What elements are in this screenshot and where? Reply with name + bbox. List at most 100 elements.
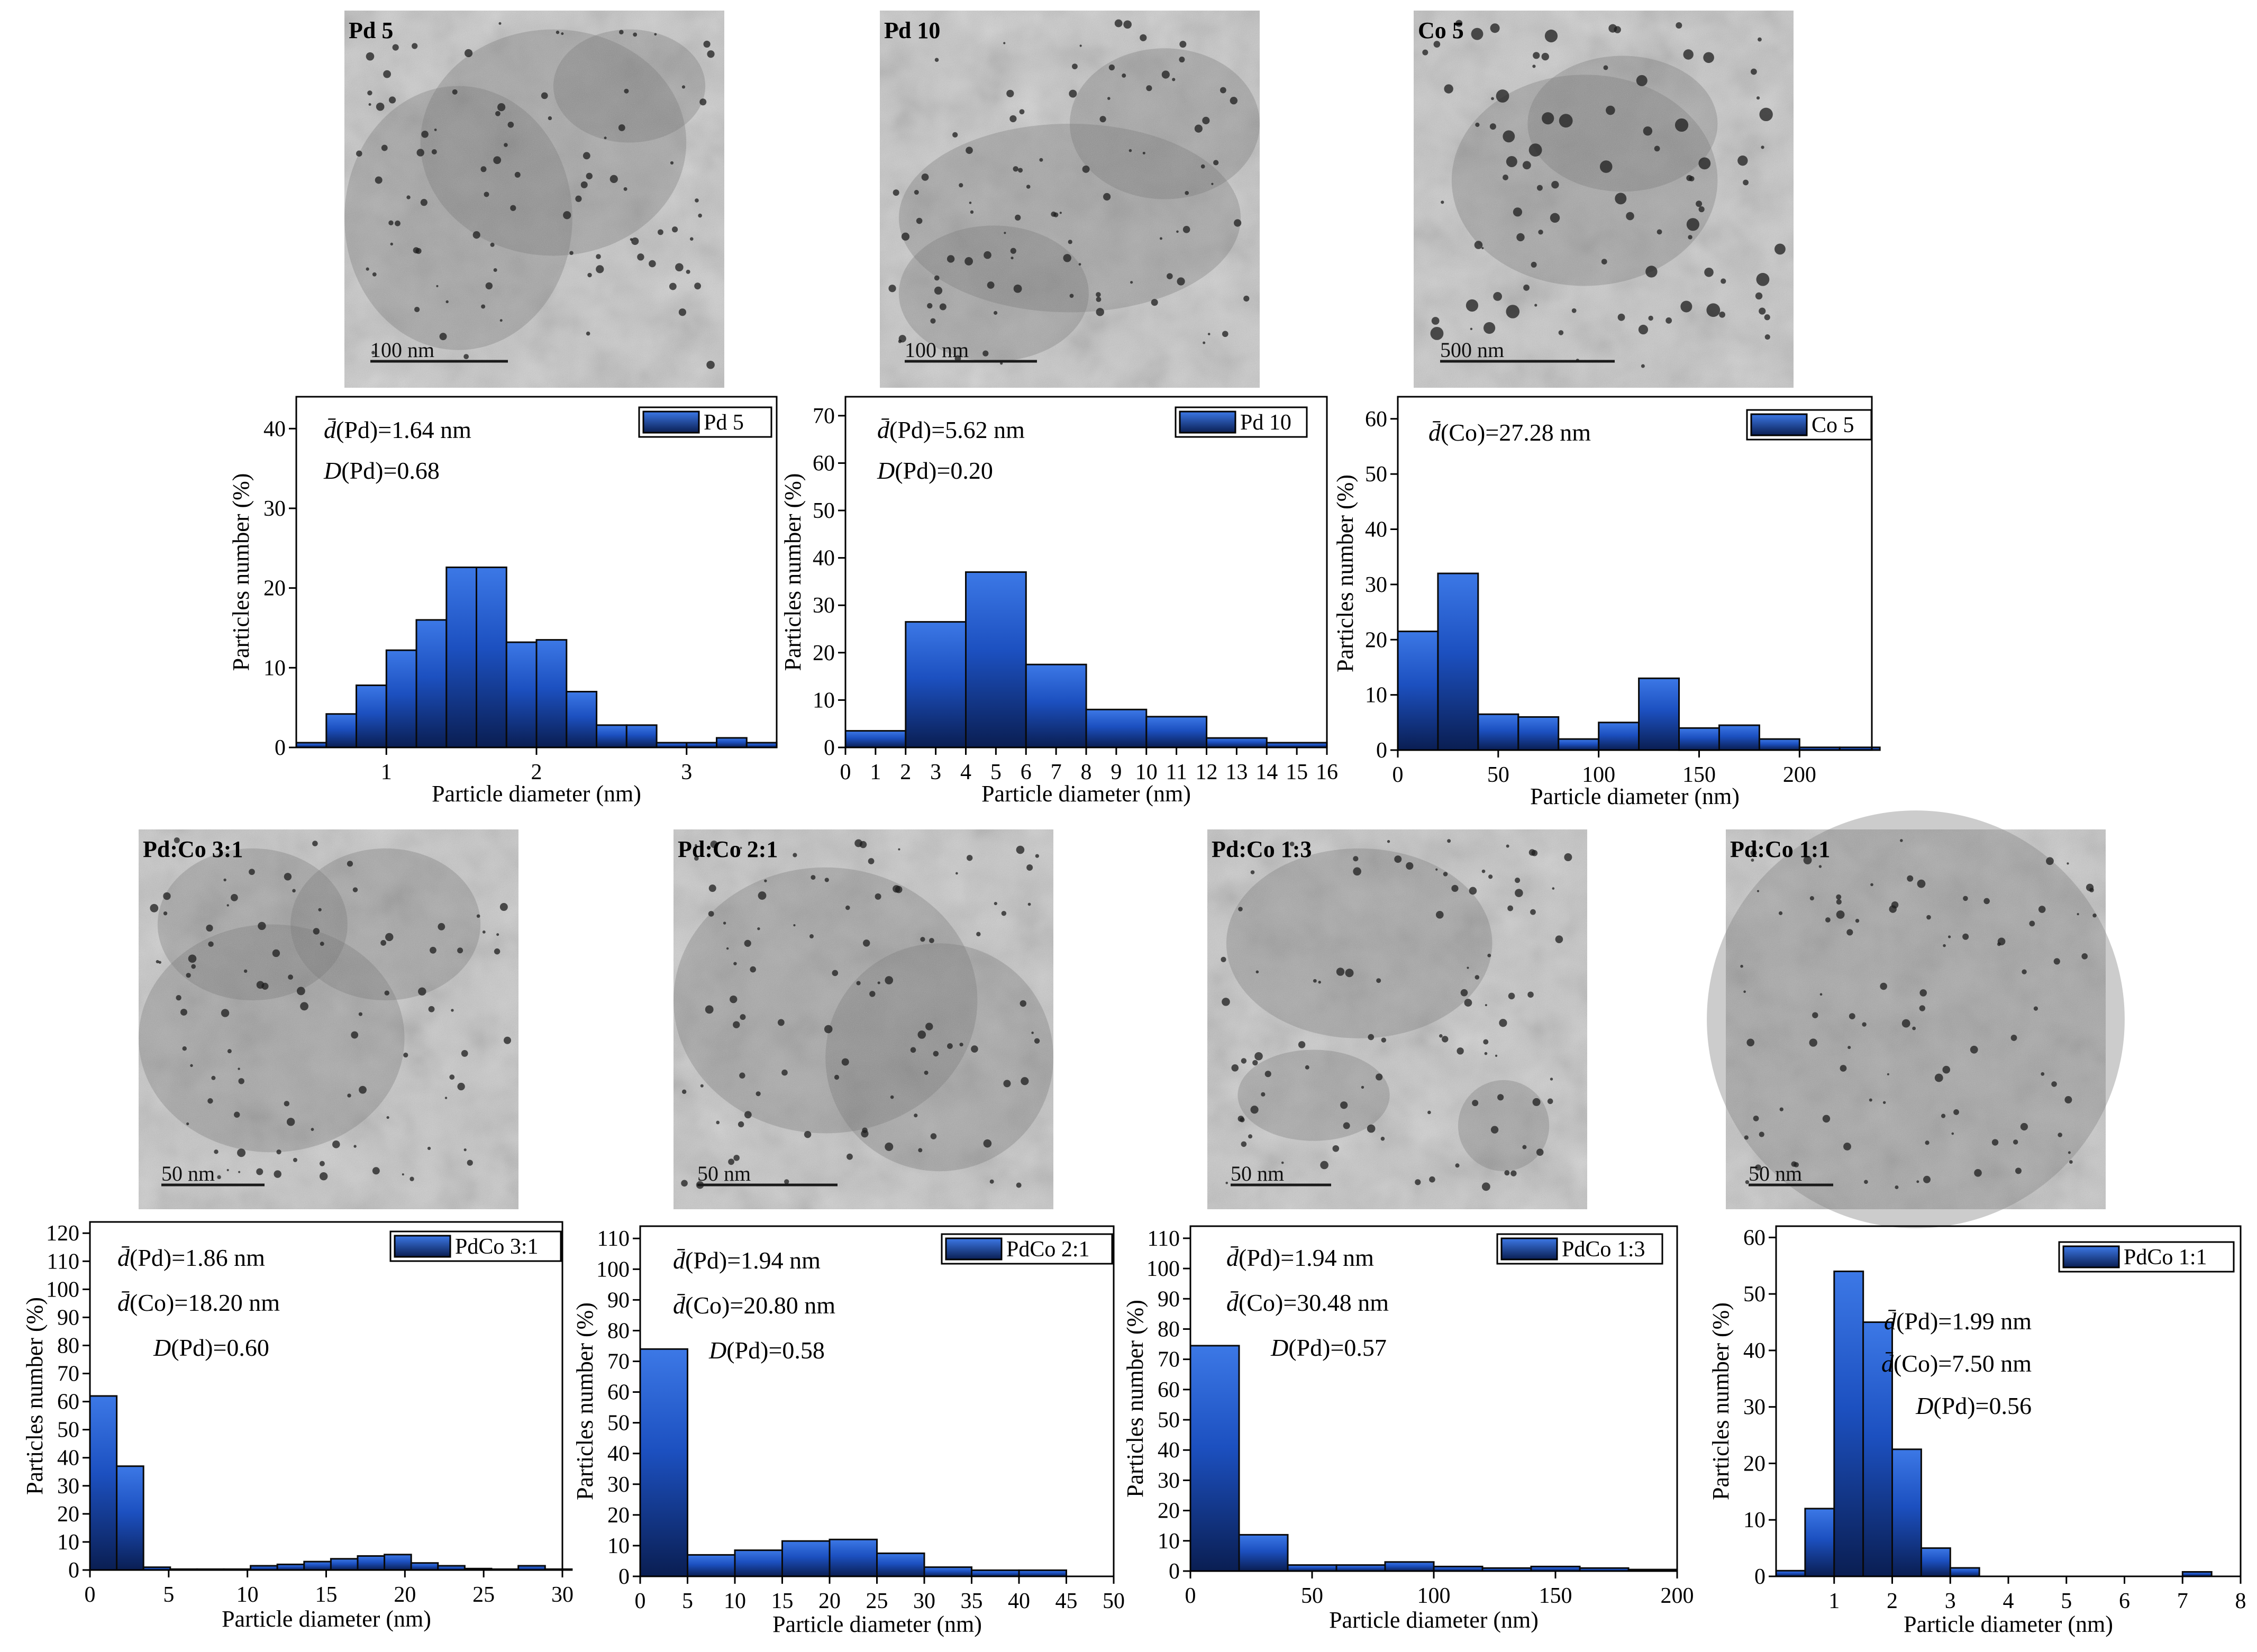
stat-annotation: D(Pd)=0.56: [1915, 1392, 2032, 1419]
y-tick-label: 10: [607, 1534, 630, 1558]
y-tick-label: 50: [607, 1411, 630, 1436]
histogram-bar: [1718, 724, 1760, 751]
x-tick-label: 8: [2235, 1589, 2246, 1613]
scale-bar-label: 50 nm: [161, 1162, 215, 1185]
y-tick-label: 40: [263, 417, 286, 441]
y-tick-label: 60: [607, 1381, 630, 1405]
x-tick-label: 30: [551, 1583, 574, 1607]
histogram-bar: [89, 1395, 118, 1571]
tem-micrograph: Pd:Co 1:3 50 nm: [1207, 829, 1587, 1209]
histogram-bar: [1287, 1564, 1337, 1572]
x-tick-label: 0: [840, 760, 851, 784]
y-tick-label: 60: [813, 451, 835, 476]
x-axis-label: Particle diameter (nm): [1329, 1607, 1539, 1633]
y-axis-label: Particles number (%): [22, 1297, 48, 1495]
y-tick-label: 40: [1158, 1438, 1180, 1463]
stat-annotation: d̄(Pd)=5.62 nm: [877, 416, 1025, 443]
histogram-bar: [1025, 663, 1087, 749]
x-tick-label: 1: [870, 760, 881, 784]
y-axis-label: Particles number (%): [780, 473, 806, 671]
stat-annotation: d̄(Pd)=1.94 nm: [1226, 1244, 1374, 1271]
x-tick-label: 150: [1682, 763, 1716, 787]
x-tick-label: 12: [1196, 760, 1218, 784]
histogram-chart: 0 50 100 150 200 0 10 20 30 40 50 60 Particle diamet…: [1332, 396, 1881, 809]
histogram-bar: [716, 737, 748, 749]
y-tick-label: 0: [1754, 1565, 1765, 1589]
histogram-chart: 0 50 100 150 200 0 10 20 30 40 50 60 70 80 90 100 110 Par…: [1122, 1225, 1694, 1633]
y-tick-label: 110: [597, 1227, 630, 1251]
histogram-chart: 0 5 10 15 20 25 30 0 10 20 30 40 50 60 70 80 90 100 110 120…: [22, 1221, 574, 1632]
x-tick-label: 3: [681, 760, 692, 784]
y-tick-label: 20: [1365, 628, 1387, 652]
y-tick-label: 60: [1743, 1226, 1765, 1250]
histogram-bar: [505, 641, 538, 749]
y-tick-label: 0: [275, 736, 286, 760]
y-tick-label: 50: [57, 1418, 79, 1443]
x-tick-label: 40: [1008, 1589, 1030, 1613]
scale-bar-label: 50 nm: [697, 1162, 751, 1185]
y-tick-label: 20: [813, 641, 835, 665]
legend-swatch: [1179, 410, 1236, 434]
tem-micrograph: Co 5 500 nm: [1414, 11, 1794, 388]
y-tick-label: 70: [57, 1362, 79, 1386]
x-tick-label: 15: [315, 1583, 338, 1607]
y-tick-label: 100: [46, 1277, 79, 1302]
x-tick-label: 3: [930, 760, 941, 784]
legend-swatch: [642, 410, 700, 434]
x-tick-label: 2: [900, 760, 911, 784]
x-tick-label: 1: [381, 760, 392, 784]
y-tick-label: 90: [57, 1306, 79, 1330]
y-tick-label: 40: [57, 1446, 79, 1471]
y-tick-label: 40: [1365, 518, 1387, 542]
y-tick-label: 60: [1365, 407, 1387, 432]
x-tick-label: 4: [960, 760, 971, 784]
histogram-bar: [1238, 1534, 1289, 1572]
histogram-chart: 1 2 3 4 5 6 7 8 0 10 20 30 40 50 60 Particle diameter (…: [1708, 1225, 2246, 1637]
y-tick-label: 30: [263, 497, 286, 521]
histogram-bar: [829, 1538, 878, 1577]
legend-label: PdCo 2:1: [1006, 1237, 1090, 1262]
histogram-bar: [116, 1465, 144, 1571]
micrograph-label: Pd:Co 3:1: [143, 836, 243, 862]
stat-annotation: D(Pd)=0.60: [153, 1334, 269, 1361]
x-tick-label: 15: [771, 1589, 794, 1613]
y-tick-label: 20: [263, 577, 286, 601]
y-tick-label: 60: [57, 1390, 79, 1414]
x-tick-label: 1: [1828, 1589, 1840, 1613]
micrograph-label: Co 5: [1418, 17, 1464, 43]
x-tick-label: 14: [1255, 760, 1278, 784]
histogram-bar: [303, 1560, 332, 1571]
histogram-bar: [325, 713, 358, 749]
legend-swatch: [1500, 1237, 1558, 1261]
histogram-bar: [1775, 1569, 1806, 1577]
stat-annotation: D(Pd)=0.58: [708, 1337, 825, 1364]
x-tick-label: 25: [472, 1583, 495, 1607]
histogram-bar: [1678, 727, 1720, 751]
y-tick-label: 70: [813, 404, 835, 428]
legend-label: PdCo 1:3: [1562, 1237, 1645, 1262]
micrograph-label: Pd 10: [884, 17, 940, 43]
x-tick-label: 10: [724, 1589, 746, 1613]
tem-micrograph: Pd:Co 1:1 50 nm: [1707, 810, 2125, 1228]
tem-micrograph: Pd 10 100 nm: [880, 11, 1260, 388]
x-tick-label: 8: [1081, 760, 1092, 784]
x-tick-label: 7: [2177, 1589, 2188, 1613]
y-tick-label: 80: [57, 1334, 79, 1358]
legend-label: Pd 10: [1240, 410, 1291, 435]
scale-bar-label: 50 nm: [1749, 1162, 1802, 1185]
y-tick-label: 30: [1365, 573, 1387, 597]
plot-frame: [1189, 1225, 1678, 1572]
stat-annotation: D(Pd)=0.20: [877, 457, 993, 484]
x-axis-label: Particle diameter (nm): [432, 781, 641, 807]
stat-annotation: d̄(Co)=7.50 nm: [1881, 1350, 2032, 1377]
y-tick-label: 10: [1158, 1529, 1180, 1554]
x-tick-label: 200: [1661, 1584, 1694, 1608]
legend-swatch: [2062, 1245, 2120, 1268]
histogram-bar: [1558, 738, 1600, 751]
histogram-bar: [566, 691, 598, 749]
x-tick-label: 10: [236, 1583, 259, 1607]
stat-annotation: d̄(Pd)=1.86 nm: [117, 1244, 265, 1271]
y-tick-label: 60: [1158, 1378, 1180, 1402]
x-tick-label: 5: [2061, 1589, 2072, 1613]
